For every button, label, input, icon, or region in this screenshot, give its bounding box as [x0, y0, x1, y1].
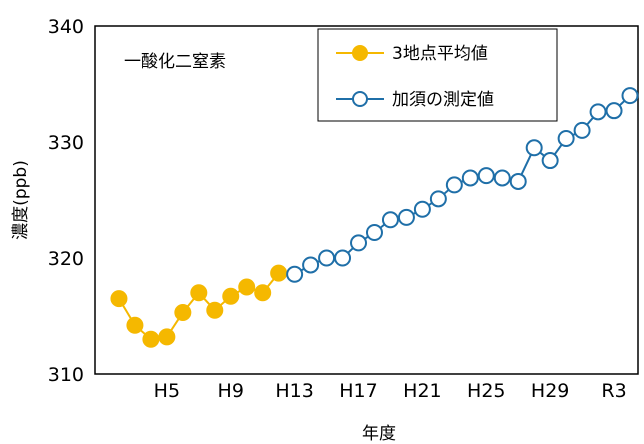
data-point-1-7	[399, 210, 414, 225]
gas-name-label: 一酸化二窒素	[124, 52, 226, 72]
y-tick-label: 340	[48, 16, 84, 38]
data-point-1-0	[287, 267, 302, 282]
data-point-0-2	[143, 332, 158, 347]
x-tick-label: H9	[218, 380, 244, 402]
data-point-0-9	[255, 285, 270, 300]
data-point-1-17	[559, 131, 574, 146]
data-point-0-5	[191, 285, 206, 300]
x-tick-label: H29	[531, 380, 569, 402]
data-point-0-8	[239, 280, 254, 295]
data-point-1-6	[383, 212, 398, 227]
legend-marker-kazo	[353, 92, 367, 106]
data-point-1-21	[623, 88, 638, 103]
data-point-1-5	[367, 225, 382, 240]
data-point-1-16	[543, 153, 558, 168]
y-tick-label: 320	[48, 248, 84, 270]
data-point-0-10	[271, 266, 286, 281]
data-point-0-6	[207, 303, 222, 318]
y-tick-label: 310	[48, 364, 84, 386]
data-point-1-13	[495, 170, 510, 185]
data-point-1-20	[607, 103, 622, 118]
x-tick-label: H21	[403, 380, 441, 402]
data-point-1-11	[463, 170, 478, 185]
legend: 3地点平均値 加須の測定値	[318, 29, 557, 121]
data-point-1-18	[575, 123, 590, 138]
data-point-1-3	[335, 251, 350, 266]
legend-label-kazo: 加須の測定値	[392, 90, 494, 110]
y-axis-title: 濃度(ppb)	[11, 160, 31, 240]
x-tick-labels: H5 H9 H13 H17 H21 H25 H29 R3	[154, 380, 627, 402]
data-point-1-15	[527, 140, 542, 155]
legend-label-avg: 3地点平均値	[392, 44, 488, 64]
x-tick-label: H25	[467, 380, 505, 402]
x-tick-label: H13	[275, 380, 313, 402]
data-point-0-7	[223, 289, 238, 304]
data-point-1-1	[303, 257, 318, 272]
data-point-0-3	[159, 329, 174, 344]
x-tick-label: H17	[339, 380, 377, 402]
legend-marker-avg	[353, 46, 367, 60]
x-axis-title: 年度	[362, 424, 396, 444]
data-point-0-0	[111, 291, 126, 306]
data-point-1-2	[319, 251, 334, 266]
x-tick-label: H5	[154, 380, 180, 402]
data-point-1-9	[431, 191, 446, 206]
data-point-1-8	[415, 202, 430, 217]
y-tick-label: 330	[48, 132, 84, 154]
data-point-1-10	[447, 177, 462, 192]
data-point-1-4	[351, 235, 366, 250]
x-tick-label: R3	[601, 380, 626, 402]
data-point-1-19	[591, 104, 606, 119]
data-point-1-12	[479, 168, 494, 183]
data-point-0-4	[175, 305, 190, 320]
data-point-0-1	[127, 318, 142, 333]
data-point-1-14	[511, 174, 526, 189]
